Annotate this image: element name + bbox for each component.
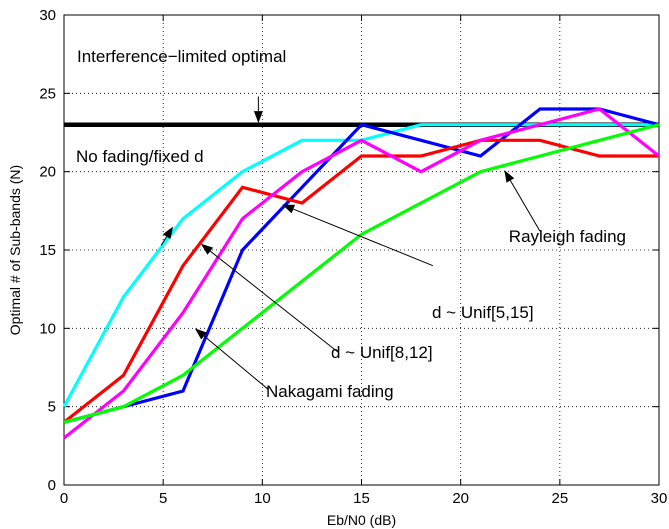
annotation-arrowhead-no_fading: [162, 226, 174, 239]
y-tick-label-6: 30: [39, 7, 56, 24]
annotation-arrow-nakagami: [203, 335, 269, 390]
annotation-nakagami: Nakagami fading: [266, 382, 394, 401]
y-axis-label: Optimal # of Sub-bands (N): [7, 165, 23, 335]
annotation-rayleigh: Rayleigh fading: [509, 227, 626, 246]
annotation-arrow-rayleigh: [509, 180, 541, 232]
series-line-nakagami: [63, 107, 660, 440]
annotation-arrowhead-nakagami: [194, 328, 207, 340]
x-tick-label-2: 10: [254, 490, 271, 507]
series-lines: [62, 107, 660, 440]
series-line-unif_5_15: [63, 107, 660, 424]
annotation-arrow-unif_8_12: [209, 250, 339, 353]
annotation-arrow-unif_5_15: [293, 208, 434, 267]
annotation-arrowhead-limit: [253, 111, 263, 124]
grid-lines: [64, 15, 659, 485]
y-tick-label-0: 0: [48, 477, 56, 494]
y-tick-label-2: 10: [39, 320, 56, 337]
x-tick-label-4: 20: [452, 490, 469, 507]
x-tick-label-5: 25: [551, 490, 568, 507]
y-tick-label-3: 15: [39, 242, 56, 259]
annotation-arrowhead-unif_5_15: [282, 204, 295, 214]
y-tick-label-4: 20: [39, 164, 56, 181]
tick-labels: 0 5 10 15 20 25 30 0 5 10 15 20 25 30: [39, 7, 667, 507]
y-tick-label-5: 25: [39, 85, 56, 102]
x-tick-label-3: 15: [353, 490, 370, 507]
plot-frame: [63, 14, 660, 486]
series-line-rayleigh: [63, 123, 660, 424]
annotation-unif_8_12: d ~ Unif[8,12]: [331, 343, 433, 362]
x-tick-label-0: 0: [60, 490, 68, 507]
x-tick-label-6: 30: [651, 490, 668, 507]
annotation-limit: Interference−limited optimal: [77, 47, 286, 66]
annotations: Interference−limited optimal No fading/fi…: [76, 47, 626, 401]
annotation-arrowhead-unif_8_12: [200, 243, 214, 255]
x-axis-label: Eb/N0 (dB): [327, 512, 396, 528]
series-line-unif_8_12: [63, 138, 659, 424]
annotation-arrow-no_fading: [160, 236, 168, 246]
axes: [63, 14, 660, 486]
y-tick-label-1: 5: [48, 399, 56, 416]
annotation-arrowhead-rayleigh: [504, 170, 515, 183]
annotation-no_fading: No fading/fixed d: [76, 147, 204, 166]
x-tick-label-1: 5: [159, 490, 167, 507]
annotation-unif_5_15: d ~ Unif[5,15]: [432, 303, 534, 322]
